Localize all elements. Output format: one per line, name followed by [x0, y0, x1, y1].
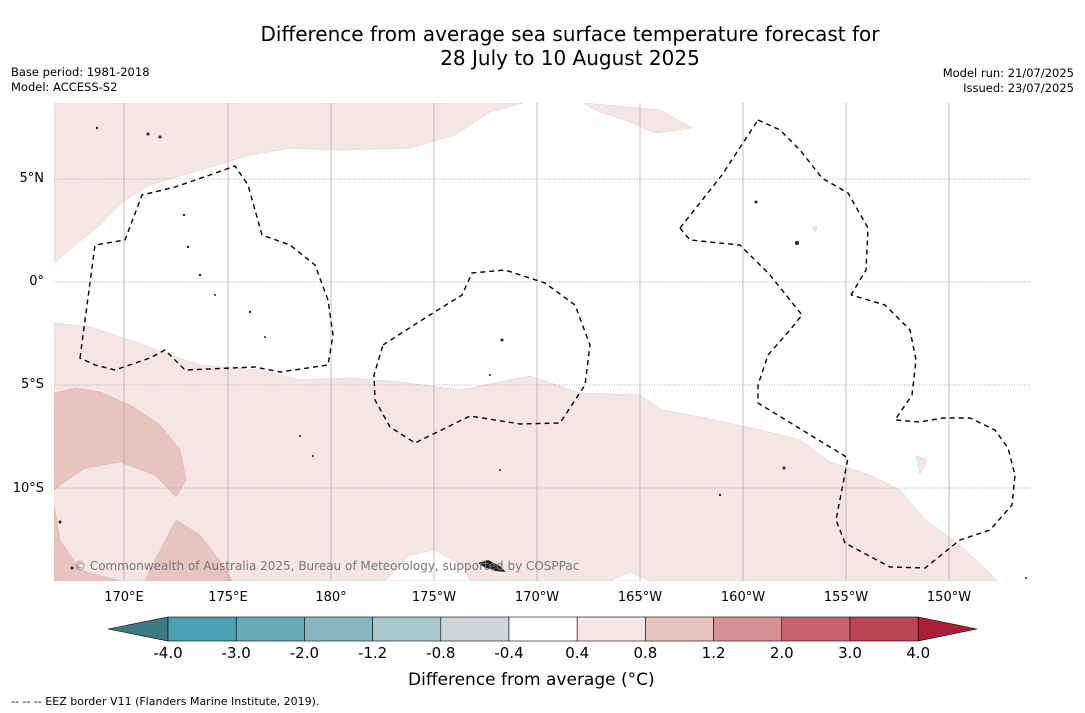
- island-17: [299, 435, 301, 437]
- eez-border-west: [79, 165, 334, 373]
- island-16: [70, 566, 74, 570]
- gridlines: [54, 103, 1031, 581]
- lon-label-175e: 175°E: [208, 590, 248, 605]
- colorbar-bin-0: [167, 616, 237, 642]
- colorbar-over-arrow: [917, 616, 978, 642]
- lat-label-0: 0°: [29, 274, 44, 289]
- island-6: [198, 273, 202, 277]
- lon-label-170w: 170°W: [514, 590, 560, 605]
- colorbar-bin-4: [440, 616, 510, 642]
- base-period: Base period: 1981-2018: [11, 65, 150, 79]
- island-14: [718, 493, 722, 497]
- eez-footnote: -- -- -- EEZ border V11 (Flanders Marine…: [11, 695, 320, 708]
- colorbar-tick-label: 3.0: [838, 644, 862, 662]
- island-7: [248, 310, 252, 314]
- anomaly-region-east-small: [811, 225, 818, 233]
- island-9: [214, 294, 216, 296]
- map-title: Difference from average sea surface temp…: [150, 22, 990, 70]
- colorbar-tick-label: -0.8: [426, 644, 456, 662]
- island-8: [264, 336, 266, 338]
- lat-label-5n: 5°N: [19, 171, 45, 186]
- colorbar-under-arrow: [107, 616, 169, 642]
- lon-label-155w: 155°W: [823, 590, 869, 605]
- lon-label-175w: 175°W: [411, 590, 457, 605]
- colorbar-bin-3: [372, 616, 442, 642]
- eez-borders: [79, 119, 1016, 569]
- colorbar-tick-label: -2.0: [289, 644, 320, 662]
- island-5: [182, 213, 186, 217]
- anomaly-region-south-medium-2: [144, 519, 233, 581]
- eez-border-east-main: [679, 119, 1016, 569]
- island-group-1: [478, 560, 506, 572]
- colorbar-tick-label: -3.0: [221, 644, 251, 662]
- title-line-1: Difference from average sea surface temp…: [260, 22, 880, 46]
- colorbar-tick-label: -1.2: [357, 644, 388, 662]
- colorbar-bin-8: [713, 616, 783, 642]
- colorbar-title: Difference from average (°C): [408, 670, 655, 690]
- island-4: [186, 245, 190, 249]
- lon-label-170e: 170°E: [104, 590, 144, 605]
- colorbar-bin-2: [304, 616, 373, 642]
- island-3: [95, 126, 99, 130]
- island-12: [795, 241, 799, 245]
- anomaly-region-south-medium: [54, 504, 121, 581]
- colorbar-tick-label: -4.0: [153, 644, 183, 662]
- anomaly-region-white-patch: [384, 549, 471, 581]
- anomaly-region-northwest: [54, 103, 524, 264]
- lon-label-160w: 160°W: [720, 590, 766, 605]
- colorbar-tick-label: 2.0: [769, 644, 794, 662]
- colorbar-bin-1: [235, 616, 305, 642]
- island-18: [312, 455, 314, 457]
- island-19: [489, 374, 491, 376]
- model-name: Model: ACCESS-S2: [11, 80, 118, 94]
- colorbar-tick-label: 0.8: [633, 644, 658, 662]
- island-21: [1025, 577, 1027, 579]
- anomaly-region-southwest-medium: [54, 387, 187, 498]
- lat-label-5s: 5°S: [20, 377, 44, 392]
- colorbar-bin-9: [781, 616, 851, 642]
- anomaly-fill-layer: [54, 103, 999, 581]
- colorbar-tick-label: 4.0: [906, 644, 931, 662]
- eez-border-east-north: [757, 119, 869, 296]
- island-10: [500, 338, 504, 342]
- meta-left: Base period: 1981-2018 Model: ACCESS-S2: [11, 65, 150, 95]
- meta-right: Model run: 21/07/2025 Issued: 23/07/2025: [943, 66, 1074, 96]
- colorbar-tick-label: 0.4: [565, 644, 590, 662]
- colorbar-tick-label: 1.2: [701, 644, 726, 662]
- copyright-notice: © Commonwealth of Australia 2025, Bureau…: [74, 559, 580, 573]
- model-run: Model run: 21/07/2025: [942, 66, 1074, 80]
- islands: [58, 126, 1027, 579]
- colorbar-tick-label: -0.4: [494, 644, 524, 662]
- title-line-2: 28 July to 10 August 2025: [440, 46, 700, 70]
- island-1: [146, 132, 150, 136]
- colorbar-bin-5: [508, 616, 578, 642]
- island-20: [499, 469, 501, 471]
- lon-label-165w: 165°W: [617, 590, 663, 605]
- colorbar-bin-7: [645, 616, 714, 642]
- colorbar-bin-6: [576, 616, 646, 642]
- anomaly-region-north: [582, 103, 693, 134]
- lon-label-150w: 150°W: [926, 590, 972, 605]
- issued-date: Issued: 23/07/2025: [963, 81, 1074, 95]
- island-11: [754, 200, 758, 204]
- island-2: [158, 135, 162, 139]
- eez-border-central: [373, 269, 591, 444]
- island-15: [58, 520, 62, 524]
- island-13: [782, 466, 786, 470]
- lat-label-10s: 10°S: [12, 481, 44, 496]
- colorbar-bin-10: [849, 616, 919, 642]
- anomaly-region-east: [915, 455, 928, 475]
- lon-label-180: 180°: [315, 590, 347, 605]
